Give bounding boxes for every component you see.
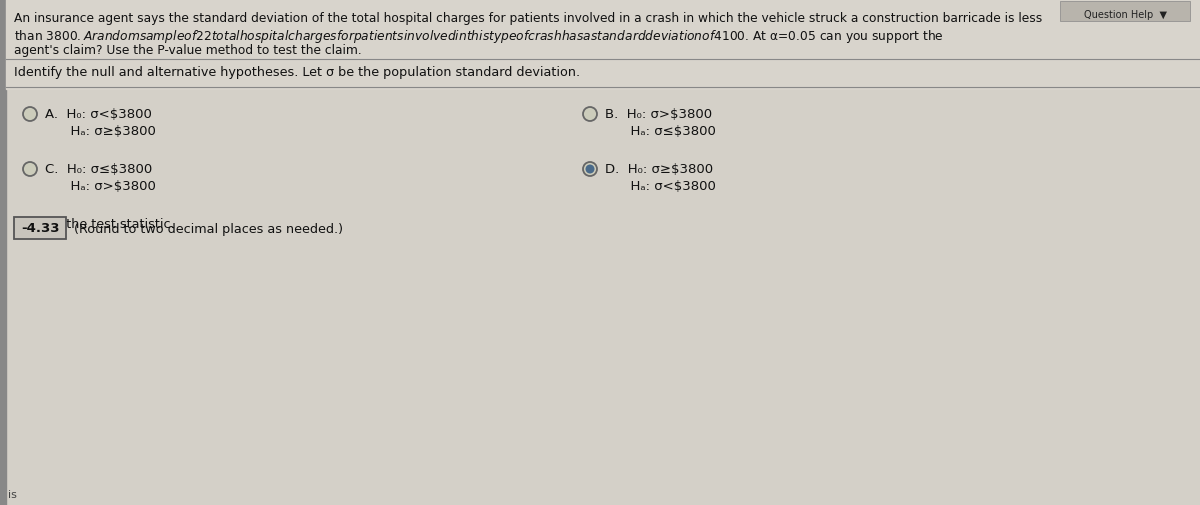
- Text: D.  H₀: σ≥$3800: D. H₀: σ≥$3800: [605, 163, 713, 176]
- Text: A.  H₀: σ<$3800: A. H₀: σ<$3800: [46, 108, 152, 121]
- Text: Hₐ: σ≥$3800: Hₐ: σ≥$3800: [46, 125, 156, 138]
- Text: (Round to two decimal places as needed.): (Round to two decimal places as needed.): [74, 222, 343, 235]
- Text: is: is: [8, 489, 17, 499]
- Circle shape: [23, 163, 37, 177]
- Circle shape: [23, 108, 37, 122]
- Text: Question Help  ▼: Question Help ▼: [1084, 10, 1166, 20]
- Bar: [1060, 2, 1190, 22]
- Text: B.  H₀: σ>$3800: B. H₀: σ>$3800: [605, 108, 712, 121]
- Bar: [6, 0, 1200, 90]
- Text: An insurance agent says the standard deviation of the total hospital charges for: An insurance agent says the standard dev…: [14, 12, 1043, 25]
- Text: -4.33: -4.33: [20, 222, 59, 235]
- Circle shape: [586, 165, 594, 174]
- Bar: [14, 218, 66, 239]
- Text: than $3800. A random sample of 22 total hospital charges for patients involved i: than $3800. A random sample of 22 total …: [14, 28, 943, 45]
- Text: Identify the test statistic.: Identify the test statistic.: [14, 218, 175, 231]
- Text: C.  H₀: σ≤$3800: C. H₀: σ≤$3800: [46, 163, 152, 176]
- Circle shape: [583, 108, 598, 122]
- Bar: [0, 0, 6, 505]
- Text: Hₐ: σ≤$3800: Hₐ: σ≤$3800: [605, 125, 716, 138]
- Text: Hₐ: σ<$3800: Hₐ: σ<$3800: [605, 180, 716, 192]
- Text: agent's claim? Use the P-value method to test the claim.: agent's claim? Use the P-value method to…: [14, 44, 361, 57]
- Text: Identify the null and alternative hypotheses. Let σ be the population standard d: Identify the null and alternative hypoth…: [14, 66, 580, 79]
- Circle shape: [583, 163, 598, 177]
- Text: Hₐ: σ>$3800: Hₐ: σ>$3800: [46, 180, 156, 192]
